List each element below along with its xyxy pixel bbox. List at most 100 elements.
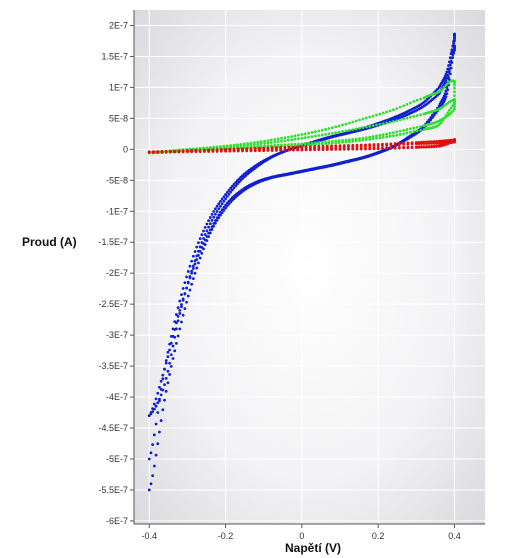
green-data-point — [441, 119, 445, 123]
red-data-point — [393, 143, 397, 147]
red-data-point — [181, 149, 185, 153]
green-data-point — [314, 130, 317, 134]
green-data-point — [415, 114, 419, 117]
green-data-point — [402, 117, 406, 121]
green-data-point — [266, 139, 270, 142]
green-data-point — [259, 140, 263, 144]
blue-data-point — [164, 389, 168, 393]
blue-data-point — [234, 184, 238, 188]
blue-data-point — [159, 393, 163, 397]
blue-data-point — [188, 264, 192, 268]
blue-data-point — [219, 210, 222, 214]
blue-data-point — [147, 414, 151, 418]
green-data-point — [314, 142, 317, 146]
green-data-point — [378, 133, 382, 137]
green-data-point — [381, 122, 385, 126]
blue-data-point — [193, 271, 197, 275]
blue-data-point — [224, 197, 227, 201]
red-data-point — [169, 150, 172, 154]
red-data-point — [266, 147, 270, 151]
green-data-point — [293, 137, 297, 141]
blue-data-point — [222, 199, 226, 203]
red-data-point — [313, 148, 316, 152]
green-data-point — [385, 121, 389, 125]
blue-data-point — [168, 348, 172, 352]
red-data-point — [397, 146, 401, 150]
green-data-point — [269, 141, 273, 144]
blue-data-point — [169, 353, 173, 357]
green-data-point — [344, 129, 348, 133]
blue-data-point — [453, 39, 456, 43]
green-data-point — [364, 125, 368, 129]
green-data-point — [334, 141, 338, 145]
blue-data-point — [431, 113, 434, 117]
blue-data-point — [437, 86, 441, 89]
blue-data-point — [227, 199, 231, 203]
red-data-point — [359, 147, 363, 151]
blue-data-point — [174, 327, 178, 331]
green-data-point — [290, 138, 294, 142]
green-data-point — [408, 127, 412, 131]
green-data-point — [385, 135, 389, 139]
green-data-point — [408, 130, 412, 134]
blue-data-point — [158, 430, 161, 434]
green-data-point — [307, 131, 311, 135]
blue-data-point — [195, 254, 199, 258]
blue-data-point — [166, 369, 170, 373]
green-data-point — [405, 102, 409, 106]
red-data-point — [385, 143, 389, 147]
green-data-point — [453, 90, 456, 94]
blue-data-point — [427, 118, 431, 122]
green-data-point — [341, 140, 344, 144]
blue-data-point — [147, 488, 151, 492]
red-data-point — [236, 148, 240, 151]
green-data-point — [307, 143, 311, 147]
blue-data-point — [197, 241, 200, 245]
red-data-point — [152, 150, 155, 154]
green-data-point — [276, 137, 280, 141]
red-data-point — [304, 146, 308, 150]
green-data-point — [395, 133, 399, 137]
green-data-point — [361, 117, 365, 121]
blue-data-point — [225, 190, 229, 194]
green-data-point — [453, 83, 456, 87]
green-data-point — [415, 125, 419, 129]
green-data-point — [422, 96, 426, 100]
green-data-point — [371, 124, 375, 128]
blue-data-point — [159, 419, 163, 422]
blue-data-point — [215, 204, 219, 208]
green-data-point — [310, 135, 314, 139]
green-data-point — [361, 126, 365, 130]
green-data-point — [368, 124, 372, 128]
green-data-point — [344, 122, 348, 126]
green-data-point — [402, 104, 406, 108]
x-tick-label: -0.2 — [218, 531, 234, 541]
green-data-point — [283, 136, 287, 140]
green-data-point — [317, 142, 321, 146]
red-data-point — [355, 144, 359, 148]
blue-data-point — [185, 286, 188, 290]
red-data-point — [430, 145, 433, 149]
green-data-point — [419, 125, 422, 128]
green-data-point — [249, 143, 253, 147]
blue-data-point — [210, 212, 214, 216]
blue-data-point — [449, 52, 453, 56]
blue-data-point — [190, 271, 194, 275]
green-data-point — [371, 137, 375, 141]
green-data-point — [412, 126, 416, 130]
red-data-point — [422, 142, 426, 145]
red-data-point — [376, 144, 380, 148]
green-data-point — [256, 142, 260, 146]
green-data-point — [392, 131, 395, 135]
x-tick-label: 0.2 — [372, 531, 385, 541]
blue-data-point — [149, 482, 153, 486]
blue-data-point — [158, 385, 161, 389]
blue-data-point — [173, 335, 177, 339]
green-data-point — [371, 114, 375, 118]
blue-data-point — [225, 201, 229, 205]
blue-data-point — [191, 277, 195, 281]
red-data-point — [417, 142, 421, 146]
green-data-point — [286, 135, 290, 139]
green-data-point — [283, 139, 287, 143]
